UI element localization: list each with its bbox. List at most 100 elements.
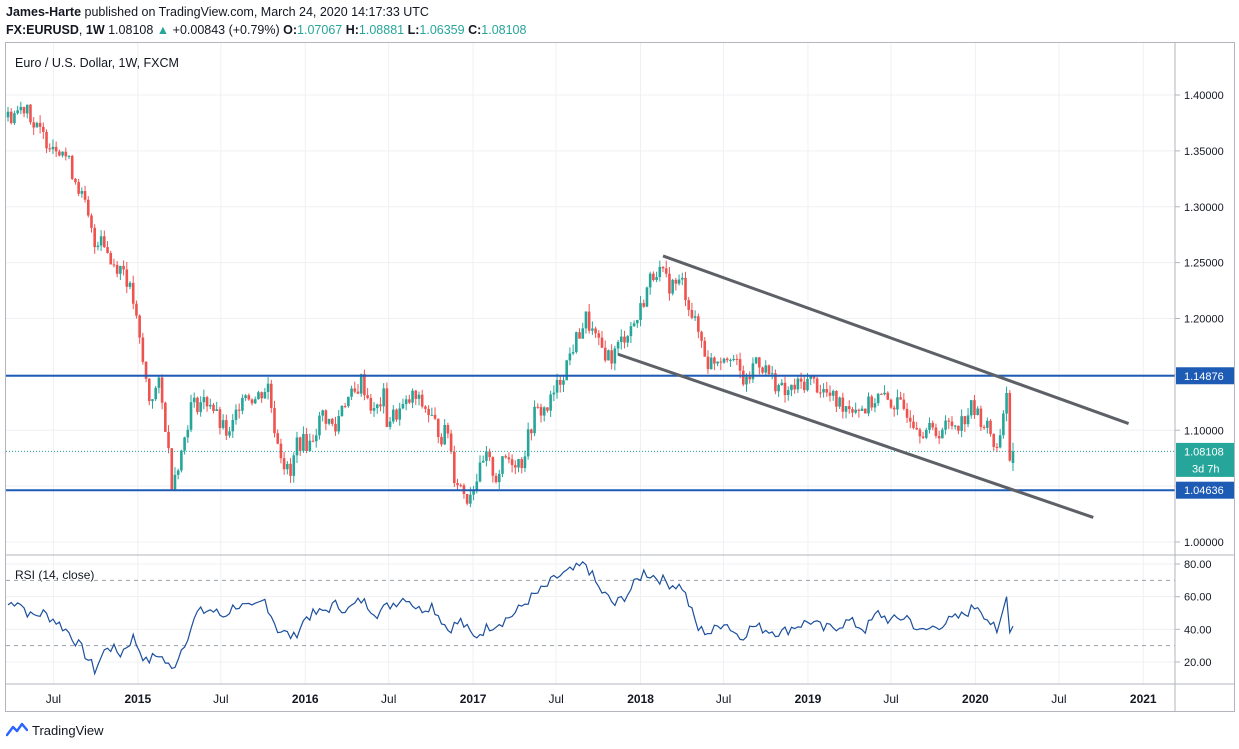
- candle-body: [167, 431, 170, 449]
- candle-body: [581, 328, 585, 339]
- candle-body: [729, 359, 732, 361]
- candle-body: [353, 388, 357, 392]
- candle-body: [976, 408, 979, 416]
- footer-brand[interactable]: TradingView: [6, 718, 104, 742]
- lower-trend-line[interactable]: [617, 352, 1094, 519]
- upper-trend-line[interactable]: [662, 254, 1130, 425]
- candle-body: [835, 390, 838, 407]
- time-axis[interactable]: Jul 2015 Jul 2016 Jul 2017 Jul 2018 Jul 2019 Jul 20…: [46, 692, 1157, 706]
- interval-label: 1W: [85, 23, 105, 37]
- candle-body: [253, 399, 257, 404]
- candle-body: [613, 348, 617, 364]
- candle-body: [809, 376, 813, 379]
- candle-body: [154, 387, 157, 400]
- candle-body: [764, 365, 768, 373]
- rsi-series-line: [7, 561, 1014, 676]
- candle-body: [947, 420, 951, 422]
- candle-body: [414, 390, 418, 399]
- rsi-scale[interactable]: 20.00 40.00 60.00 80.00: [1175, 559, 1212, 669]
- candle-body: [298, 437, 302, 451]
- candle-body: [526, 429, 530, 457]
- support-badge: 1.04636: [1176, 481, 1234, 499]
- rsi-tick-label: 20.00: [1184, 657, 1212, 669]
- candle-body: [928, 422, 931, 430]
- candle-body: [58, 151, 61, 156]
- price-tick-label: 1.00000: [1184, 537, 1224, 549]
- chart-svg[interactable]: Euro / U.S. Dollar, 1W, FXCM RSI (14, cl…: [6, 43, 1234, 711]
- candle-body: [395, 409, 398, 420]
- candle-body: [684, 277, 687, 301]
- candle-body: [247, 395, 251, 400]
- candle-body: [706, 356, 710, 370]
- candle-body: [388, 421, 392, 427]
- candle-body: [350, 388, 353, 397]
- candle-body: [80, 191, 84, 194]
- last-price-badge-text: 1.08108: [1184, 446, 1224, 458]
- candle-body: [539, 406, 543, 416]
- rsi-tick-label: 40.00: [1184, 624, 1212, 636]
- candle-body: [873, 403, 877, 408]
- price-tick-label: 1.20000: [1184, 314, 1224, 326]
- candle-body: [330, 418, 334, 424]
- candle-body: [886, 392, 890, 400]
- time-tick-label: 2016: [292, 692, 319, 706]
- candle-body: [456, 483, 459, 486]
- grid-lines: [6, 43, 1175, 684]
- candle-body: [215, 409, 219, 412]
- candle-body: [957, 425, 960, 431]
- open-label: O:: [283, 23, 298, 37]
- candle-body: [937, 436, 941, 439]
- candle-body: [925, 429, 928, 438]
- candle-body: [520, 459, 524, 469]
- published-text: published on TradingView.com, March 24, …: [81, 5, 429, 19]
- candle-body: [989, 420, 992, 435]
- time-tick-label: Jul: [381, 692, 396, 706]
- price-pane[interactable]: Euro / U.S. Dollar, 1W, FXCM: [6, 56, 1175, 519]
- candle-body: [90, 215, 93, 228]
- candle-body: [507, 457, 511, 460]
- support-badge-text: 1.04636: [1184, 485, 1224, 497]
- price-tick-label: 1.10000: [1184, 425, 1224, 437]
- candle-body: [45, 131, 48, 149]
- candle-body: [668, 273, 671, 294]
- candle-body: [375, 404, 379, 409]
- candle-body: [83, 191, 87, 200]
- candle-body: [918, 429, 922, 437]
- author-name[interactable]: James-Harte: [6, 5, 82, 19]
- chart-container[interactable]: Euro / U.S. Dollar, 1W, FXCM RSI (14, cl…: [5, 42, 1235, 712]
- candle-body: [119, 265, 122, 274]
- candle-body: [851, 409, 854, 413]
- candle-body: [915, 427, 918, 430]
- candle-body: [501, 456, 504, 474]
- rsi-pane[interactable]: RSI (14, close): [6, 561, 1175, 676]
- resistance-badge-text: 1.14876: [1184, 371, 1224, 383]
- candle-body: [969, 400, 973, 416]
- time-tick-label: Jul: [716, 692, 731, 706]
- time-tick-label: Jul: [1051, 692, 1066, 706]
- candle-body: [347, 396, 350, 407]
- candle-body: [61, 151, 64, 156]
- price-tick-label: 1.35000: [1184, 146, 1224, 158]
- candle-body: [218, 409, 222, 428]
- price-scale[interactable]: 1.000001.050001.100001.150001.200001.250…: [1175, 90, 1224, 549]
- candle-body: [982, 426, 986, 428]
- candle-body: [786, 390, 790, 396]
- candle-body: [594, 328, 597, 334]
- candle-body: [337, 416, 341, 432]
- candle-body: [671, 279, 674, 294]
- candle-body: [212, 404, 215, 412]
- candle-body: [510, 459, 514, 466]
- candle-body: [109, 253, 113, 265]
- candle-body: [6, 111, 10, 118]
- candle-body: [106, 247, 109, 254]
- candle-body: [555, 379, 559, 393]
- candle-body: [221, 420, 225, 428]
- candle-body: [610, 350, 613, 364]
- ohlc-legend: FX:EURUSD, 1W 1.08108 ▲ +0.00843 (+0.79%…: [6, 23, 527, 37]
- candle-body: [324, 410, 328, 424]
- candle-body: [517, 459, 520, 468]
- candle-body: [189, 402, 193, 430]
- candle-body: [170, 448, 174, 490]
- candle-body: [266, 383, 270, 392]
- candle-body: [703, 340, 707, 357]
